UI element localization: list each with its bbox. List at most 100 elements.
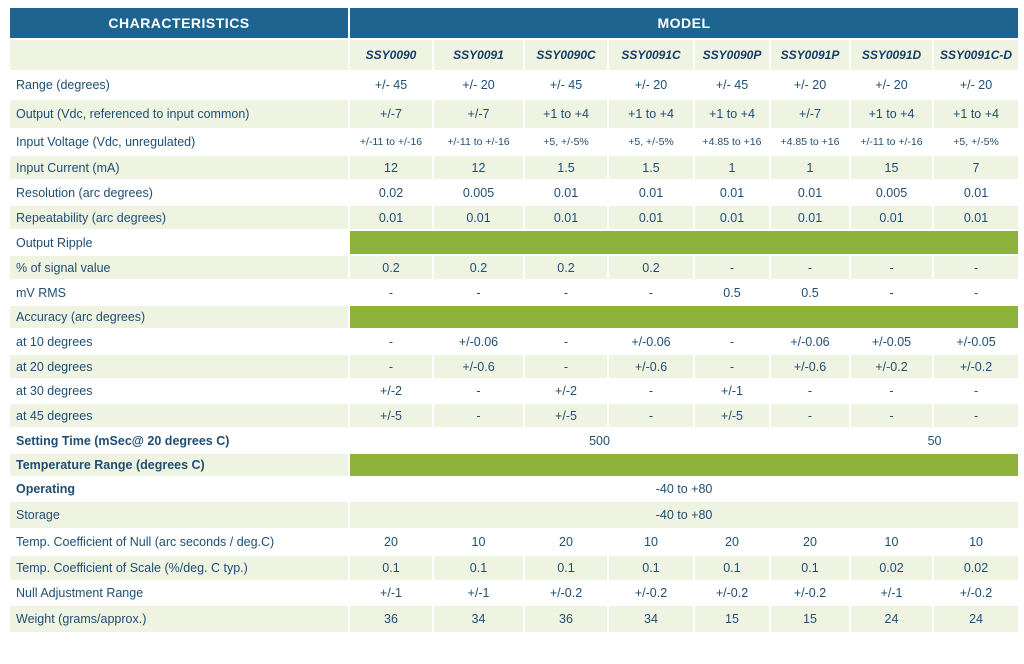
- cell-value: 0.2: [348, 254, 434, 281]
- cell-value: 0.01: [348, 204, 434, 231]
- cell-value: -: [693, 328, 771, 355]
- cell-value: -: [348, 279, 434, 306]
- cell-value: +/-0.06: [432, 328, 525, 355]
- cell-value: -: [523, 279, 609, 306]
- data-row: Operating -40 to +80: [8, 476, 1021, 502]
- row-label: Temp. Coefficient of Scale (%/deg. C typ…: [8, 554, 350, 582]
- cell-value: +1 to +4: [693, 98, 771, 130]
- cell-value: +/-7: [348, 98, 434, 130]
- cell-value: -: [348, 353, 434, 380]
- cell-value: 36: [348, 604, 434, 634]
- row-label: Null Adjustment Range: [8, 580, 350, 606]
- cell-value: -: [931, 402, 1021, 429]
- row-label: Operating: [8, 476, 350, 502]
- data-row: Temperature Range (degrees C): [8, 452, 1021, 478]
- model-name: SSY0091D: [849, 38, 934, 72]
- section-band: [347, 452, 1021, 478]
- cell-value: 12: [348, 154, 434, 181]
- data-row: Input Voltage (Vdc, unregulated) +/-11 to…: [8, 128, 1021, 156]
- cell-value: 0.005: [849, 179, 934, 206]
- model-name: SSY0091P: [769, 38, 851, 72]
- row-label: Resolution (arc degrees): [8, 179, 350, 206]
- header-row: CHARACTERISTICS MODEL: [8, 6, 1021, 40]
- cell-value: 50: [848, 427, 1021, 454]
- data-row: Weight (grams/approx.) 36 34 36 34 15 15 24 24: [8, 604, 1021, 634]
- data-row: Resolution (arc degrees) 0.02 0.005 0.01 0.0…: [8, 179, 1021, 206]
- row-label: Input Current (mA): [8, 154, 350, 181]
- cell-value: -: [769, 402, 851, 429]
- cell-value: -: [849, 378, 934, 404]
- cell-value: +/- 20: [931, 70, 1021, 100]
- cell-value: 0.01: [607, 179, 695, 206]
- model-name: SSY0091C-D: [931, 38, 1021, 72]
- row-label: Temp. Coefficient of Null (arc seconds /…: [8, 528, 350, 556]
- cell-value: -40 to +80: [347, 500, 1021, 530]
- cell-value: -: [931, 378, 1021, 404]
- data-row: Input Current (mA) 12 12 1.5 1.5 1 1 15 7: [8, 154, 1021, 181]
- cell-value: +/-0.05: [931, 328, 1021, 355]
- row-label: at 30 degrees: [8, 378, 350, 404]
- spec-table: CHARACTERISTICS MODEL SSY0090 SSY0091 SSY0…: [8, 6, 1021, 634]
- row-label: Output Ripple: [8, 229, 350, 256]
- row-label: at 45 degrees: [8, 402, 350, 429]
- cell-value: -: [432, 402, 525, 429]
- cell-value: 10: [931, 528, 1021, 556]
- cell-value: -: [849, 279, 934, 306]
- cell-value: 1: [693, 154, 771, 181]
- cell-value: +5, +/-5%: [607, 128, 695, 156]
- cell-value: +4.85 to +16: [769, 128, 851, 156]
- cell-value: 7: [931, 154, 1021, 181]
- cell-value: 10: [607, 528, 695, 556]
- cell-value: 0.01: [769, 204, 851, 231]
- cell-value: 0.01: [607, 204, 695, 231]
- cell-value: 0.01: [432, 204, 525, 231]
- cell-value: 0.01: [693, 204, 771, 231]
- cell-value: +/-0.2: [607, 580, 695, 606]
- data-row: Setting Time (mSec@ 20 degrees C) 500 50: [8, 427, 1021, 454]
- empty-cell: [8, 38, 350, 72]
- cell-value: -: [849, 254, 934, 281]
- cell-value: 0.01: [769, 179, 851, 206]
- row-label: mV RMS: [8, 279, 350, 306]
- cell-value: 36: [523, 604, 609, 634]
- cell-value: 24: [849, 604, 934, 634]
- cell-value: 20: [348, 528, 434, 556]
- data-row: at 20 degrees - +/-0.6- +/-0.6- +/-0.6 +/-0.2…: [8, 353, 1021, 380]
- cell-value: 34: [607, 604, 695, 634]
- cell-value: 0.01: [693, 179, 771, 206]
- row-label: Storage: [8, 500, 350, 530]
- header-cell: CHARACTERISTICS: [8, 6, 350, 40]
- model-name: SSY0090P: [693, 38, 771, 72]
- row-label: Temperature Range (degrees C): [8, 452, 350, 478]
- row-label: Range (degrees): [8, 70, 350, 100]
- cell-value: 24: [931, 604, 1021, 634]
- cell-value: +/-0.6: [607, 353, 695, 380]
- row-label: Setting Time (mSec@ 20 degrees C): [8, 427, 350, 454]
- cell-value: +/-1: [849, 580, 934, 606]
- cell-value: -: [607, 378, 695, 404]
- cell-value: +/- 20: [849, 70, 934, 100]
- header-cell: MODEL: [347, 6, 1021, 40]
- data-row: Accuracy (arc degrees): [8, 304, 1021, 330]
- row-label: Repeatability (arc degrees): [8, 204, 350, 231]
- cell-value: +/-0.6: [769, 353, 851, 380]
- cell-value: -: [931, 279, 1021, 306]
- cell-value: -: [769, 254, 851, 281]
- cell-value: +1 to +4: [523, 98, 609, 130]
- cell-value: -: [348, 328, 434, 355]
- cell-value: +/-2: [523, 378, 609, 404]
- cell-value: 0.02: [931, 554, 1021, 582]
- cell-value: +5, +/-5%: [523, 128, 609, 156]
- cell-value: -: [523, 328, 609, 355]
- cell-value: 10: [432, 528, 525, 556]
- cell-value: 34: [432, 604, 525, 634]
- cell-value: +/-0.06: [607, 328, 695, 355]
- row-label: Weight (grams/approx.): [8, 604, 350, 634]
- cell-value: +/-0.2: [523, 580, 609, 606]
- cell-value: 0.01: [523, 204, 609, 231]
- cell-value: -: [432, 279, 525, 306]
- cell-value: +/- 45: [523, 70, 609, 100]
- model-name: SSY0091: [432, 38, 525, 72]
- models-row: SSY0090 SSY0091 SSY0090C SSY0091C SSY0090P SS…: [8, 38, 1021, 72]
- cell-value: +/- 45: [693, 70, 771, 100]
